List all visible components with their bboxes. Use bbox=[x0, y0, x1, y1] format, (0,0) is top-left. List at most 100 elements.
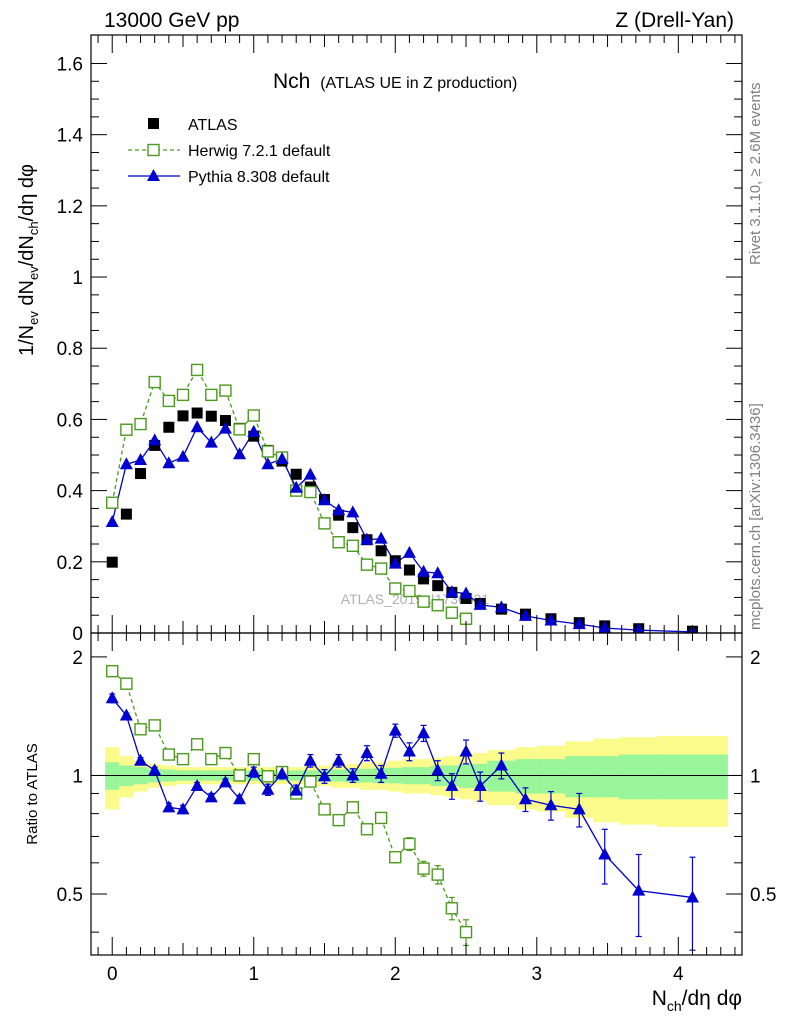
pythia-point bbox=[247, 424, 261, 437]
pythia-point bbox=[402, 545, 416, 558]
herwig-ratio-point bbox=[148, 719, 161, 732]
ratio-plot-series bbox=[105, 664, 699, 951]
herwig-point bbox=[205, 388, 218, 402]
herwig-point bbox=[247, 409, 260, 422]
main-y-tick-label: 0.2 bbox=[57, 553, 83, 574]
pythia-point bbox=[459, 586, 473, 599]
pythia-ratio-point bbox=[402, 744, 416, 757]
herwig-point bbox=[374, 562, 388, 575]
herwig-point bbox=[389, 582, 402, 595]
legend-atlas-label: ATLAS bbox=[188, 117, 238, 134]
pythia-point bbox=[318, 493, 332, 506]
pythia-point bbox=[374, 531, 388, 544]
pythia-ratio-point bbox=[360, 746, 374, 759]
main-y-tick-label: 1.4 bbox=[57, 126, 84, 147]
main-y-tick-label: 0.6 bbox=[57, 410, 83, 431]
herwig-ratio-point bbox=[162, 748, 176, 761]
herwig-ratio-point bbox=[205, 752, 218, 766]
herwig-point bbox=[120, 423, 133, 436]
ratio-y-tick-label-right: 1 bbox=[750, 766, 761, 787]
herwig-ratio-point bbox=[374, 811, 388, 825]
atlas-data-point bbox=[191, 407, 203, 419]
pythia-ratio-point bbox=[388, 723, 402, 736]
herwig-ratio-point bbox=[190, 738, 204, 751]
herwig-ratio-point bbox=[389, 851, 402, 864]
pythia-ratio-point bbox=[346, 768, 360, 781]
pythia-point bbox=[204, 435, 218, 448]
herwig-ratio-point bbox=[459, 925, 473, 939]
pythia-ratio-point bbox=[473, 779, 487, 792]
herwig-ratio-point bbox=[445, 902, 459, 915]
herwig-point bbox=[148, 375, 161, 389]
pythia-ratio-point bbox=[459, 744, 473, 757]
ratio-y-axis-label: Ratio to ATLAS bbox=[24, 743, 41, 844]
mcplots-source-label: mcplots.cern.ch [arXiv:1306.3436] bbox=[747, 403, 764, 630]
pythia-ratio-point bbox=[190, 779, 204, 792]
herwig-ratio-point bbox=[318, 803, 331, 816]
atlas-data-point bbox=[120, 508, 132, 520]
pythia-ratio-point bbox=[445, 779, 459, 792]
pythia-ratio-point bbox=[632, 883, 646, 896]
herwig-point bbox=[403, 584, 416, 598]
pythia-ratio-point bbox=[685, 890, 699, 903]
herwig-ratio-point bbox=[106, 664, 119, 678]
x-tick-label: 4 bbox=[673, 964, 684, 985]
atlas-data-point bbox=[163, 421, 175, 433]
main-y-tick-label: 1.2 bbox=[57, 197, 83, 218]
main-y-tick-label: 0 bbox=[72, 624, 83, 645]
main-y-tick-label: 1.6 bbox=[57, 54, 83, 75]
plot-title-sub: (ATLAS UE in Z production) bbox=[320, 75, 517, 92]
pythia-point bbox=[275, 451, 289, 464]
herwig-ratio-point bbox=[417, 862, 430, 875]
header-energy-label: 13000 GeV pp bbox=[104, 9, 239, 32]
pythia-point bbox=[445, 585, 459, 598]
herwig-ratio-point bbox=[360, 823, 374, 836]
pythia-ratio-point bbox=[289, 783, 303, 796]
herwig-line bbox=[111, 368, 467, 620]
pythia-point bbox=[572, 617, 586, 630]
legend-herwig-label: Herwig 7.2.1 default bbox=[188, 143, 331, 160]
herwig-ratio-point bbox=[332, 813, 345, 827]
pythia-ratio-point bbox=[148, 763, 162, 776]
pythia-ratio-point bbox=[374, 766, 388, 779]
herwig-point bbox=[261, 445, 275, 458]
herwig-point bbox=[304, 485, 317, 499]
pythia-point bbox=[119, 457, 133, 470]
band-inner bbox=[657, 754, 728, 800]
pythia-point bbox=[162, 456, 176, 469]
axes-ticks: 0 0.2 0.4 0.6 0.8 1 1.2 1.4 1.6 0 1 2 3 4 0.5 0.5 1 1 2 2 bbox=[57, 35, 776, 985]
pythia-ratio-point bbox=[162, 800, 176, 813]
herwig-ratio-point bbox=[247, 752, 260, 766]
main-y-axis-label: 1/Nev dNev/dNch/dη dφ bbox=[16, 164, 41, 356]
herwig-ratio-point bbox=[403, 837, 416, 851]
pythia-point bbox=[494, 600, 508, 613]
herwig-ratio-point bbox=[346, 801, 360, 814]
atlas-data-point bbox=[106, 556, 118, 568]
band-inner bbox=[536, 759, 566, 794]
herwig-point bbox=[360, 558, 374, 571]
legend-herwig-marker bbox=[147, 143, 160, 157]
pythia-ratio-point bbox=[303, 753, 317, 766]
pythia-point bbox=[431, 566, 445, 579]
band-inner bbox=[618, 754, 658, 800]
herwig-ratio-point bbox=[176, 752, 190, 766]
pythia-point bbox=[148, 433, 162, 446]
pythia-ratio-point bbox=[119, 708, 133, 721]
x-tick-label: 1 bbox=[248, 964, 259, 985]
plot-title-main: Nch bbox=[273, 70, 310, 93]
pythia-ratio-point bbox=[494, 758, 508, 771]
herwig-ratio-point bbox=[304, 775, 317, 788]
herwig-ratio-point bbox=[134, 723, 147, 736]
pythia-point bbox=[388, 556, 402, 569]
herwig-point bbox=[176, 388, 190, 402]
rivet-version-label: Rivet 3.1.10, ≥ 2.6M events bbox=[747, 83, 764, 266]
herwig-point bbox=[106, 496, 119, 509]
atlas-data-point bbox=[347, 522, 359, 534]
band-inner bbox=[105, 762, 120, 790]
pythia-ratio-point bbox=[518, 792, 532, 805]
pythia-point bbox=[518, 608, 532, 621]
pythia-ratio-point bbox=[572, 802, 586, 815]
herwig-ratio-line bbox=[111, 670, 467, 933]
herwig-ratio-point bbox=[431, 868, 444, 881]
